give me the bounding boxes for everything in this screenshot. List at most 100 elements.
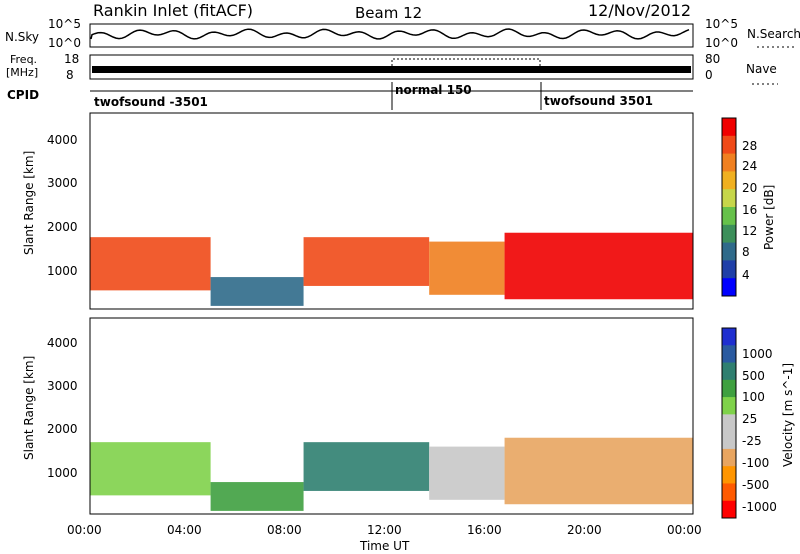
power-region xyxy=(210,277,304,306)
noise-panel-frame xyxy=(89,23,694,48)
velocity-colorbar-band xyxy=(722,466,736,484)
nave-tick-top: 80 xyxy=(705,52,720,66)
velocity-colorbar-band xyxy=(722,328,736,346)
noise-panel: N.Sky 10^5 10^0 10^5 10^0 N.Search xyxy=(5,17,800,50)
velocity-region xyxy=(504,437,693,505)
power-region xyxy=(429,241,505,295)
velocity-cbar-tick-500: 500 xyxy=(742,369,765,383)
cpid-panel: CPID twofsound -3501 normal 150 twofsoun… xyxy=(7,82,693,110)
power-panel: Slant Range [km] 4000 3000 2000 1000 28 … xyxy=(22,112,776,310)
power-colorbar-label: Power [dB] xyxy=(762,185,776,250)
x-tick-0400: 04:00 xyxy=(167,523,202,537)
power-colorbar-band xyxy=(722,189,736,208)
frequency-panel: Freq. [MHz] 18 8 80 0 Nave xyxy=(6,52,778,85)
freq-tick-bottom: 8 xyxy=(66,68,74,82)
power-cbar-tick-8: 8 xyxy=(742,245,750,259)
velocity-colorbar-band xyxy=(722,500,736,519)
velocity-colorbar-band xyxy=(722,362,736,381)
power-colorbar-bands xyxy=(722,118,736,297)
noise-left-label: N.Sky xyxy=(5,30,39,44)
velocity-cbar-tick-neg500: -500 xyxy=(742,478,769,492)
velocity-region xyxy=(210,482,304,511)
velocity-colorbar: 1000 500 100 25 -25 -100 -500 -1000 Velo… xyxy=(721,327,795,519)
velocity-colorbar-band xyxy=(722,431,736,450)
noise-left-tick-top: 10^5 xyxy=(48,17,81,31)
velocity-colorbar-band xyxy=(722,379,736,398)
power-colorbar-band xyxy=(722,171,736,190)
cpid-segment-1: twofsound -3501 xyxy=(94,95,208,109)
power-region xyxy=(90,237,211,291)
freq-label-bottom: [MHz] xyxy=(6,66,38,79)
velocity-colorbar-frame xyxy=(721,327,737,519)
power-colorbar-band xyxy=(722,135,736,155)
x-tick-2400: 00:00 xyxy=(667,523,702,537)
noise-trace xyxy=(90,28,690,40)
power-cbar-tick-16: 16 xyxy=(742,203,757,217)
power-cbar-tick-28: 28 xyxy=(742,139,757,153)
velocity-panel: Slant Range [km] 4000 3000 2000 1000 100… xyxy=(22,317,795,519)
cpid-segment-3: twofsound 3501 xyxy=(544,94,653,108)
velocity-colorbar-label: Velocity [m s^-1] xyxy=(781,363,795,467)
power-panel-frame xyxy=(89,112,694,310)
power-colorbar: 28 24 20 16 12 8 4 Power [dB] xyxy=(721,117,776,297)
velocity-region xyxy=(90,442,211,496)
power-colorbar-band xyxy=(722,224,736,244)
power-colorbar-band xyxy=(722,118,736,137)
power-y-tick-2000: 2000 xyxy=(47,220,78,234)
x-tick-0000: 00:00 xyxy=(67,523,102,537)
velocity-cbar-tick-neg1000: -1000 xyxy=(742,500,777,514)
freq-label-top: Freq. xyxy=(10,53,37,66)
frequency-panel-frame xyxy=(89,54,694,80)
power-y-tick-4000: 4000 xyxy=(47,133,78,147)
power-colorbar-band xyxy=(722,242,736,261)
power-colorbar-band xyxy=(722,260,736,279)
nave-tick-bottom: 0 xyxy=(705,68,713,82)
power-colorbar-band xyxy=(722,207,736,226)
noise-left-tick-bottom: 10^0 xyxy=(48,36,81,50)
velocity-colorbar-bands xyxy=(722,328,736,519)
station-title: Rankin Inlet (fitACF) xyxy=(93,1,253,20)
power-region xyxy=(504,232,693,300)
power-colorbar-frame xyxy=(721,117,737,297)
velocity-region xyxy=(303,442,430,491)
velocity-y-tick-1000: 1000 xyxy=(47,466,78,480)
velocity-cbar-tick-neg100: -100 xyxy=(742,456,769,470)
power-cbar-tick-24: 24 xyxy=(742,159,757,173)
power-colorbar-band xyxy=(722,278,736,297)
frequency-trace xyxy=(92,66,691,73)
power-y-tick-3000: 3000 xyxy=(47,176,78,190)
velocity-data-layer xyxy=(90,437,693,511)
velocity-colorbar-band xyxy=(722,397,736,415)
power-y-axis-label: Slant Range [km] xyxy=(22,151,36,255)
velocity-cbar-tick-100: 100 xyxy=(742,390,765,404)
velocity-panel-frame xyxy=(89,317,694,515)
power-colorbar-band xyxy=(722,153,736,172)
cpid-segment-2: normal 150 xyxy=(395,83,472,97)
velocity-y-axis-label: Slant Range [km] xyxy=(22,356,36,460)
velocity-cbar-tick-25: 25 xyxy=(742,412,757,426)
x-tick-2000: 20:00 xyxy=(567,523,602,537)
time-axis: 00:00 04:00 08:00 12:00 16:00 20:00 00:0… xyxy=(67,523,702,553)
power-y-tick-1000: 1000 xyxy=(47,264,78,278)
x-tick-0800: 08:00 xyxy=(267,523,302,537)
velocity-colorbar-band xyxy=(722,414,736,433)
power-region xyxy=(303,237,430,286)
beam-title: Beam 12 xyxy=(355,4,422,22)
power-cbar-tick-20: 20 xyxy=(742,181,757,195)
power-cbar-tick-4: 4 xyxy=(742,268,750,282)
power-cbar-tick-12: 12 xyxy=(742,224,757,238)
velocity-y-tick-2000: 2000 xyxy=(47,422,78,436)
velocity-cbar-tick-1000: 1000 xyxy=(742,347,773,361)
noise-right-label: N.Search xyxy=(747,27,800,41)
velocity-cbar-tick-neg25: -25 xyxy=(742,434,762,448)
freq-tick-top: 18 xyxy=(64,52,79,66)
nave-trace xyxy=(391,58,541,66)
noise-right-tick-top: 10^5 xyxy=(705,17,738,31)
x-tick-1200: 12:00 xyxy=(367,523,402,537)
nave-label: Nave xyxy=(746,62,777,76)
velocity-region xyxy=(429,446,505,500)
velocity-colorbar-band xyxy=(722,483,736,502)
velocity-y-tick-4000: 4000 xyxy=(47,336,78,350)
velocity-colorbar-band xyxy=(722,345,736,364)
